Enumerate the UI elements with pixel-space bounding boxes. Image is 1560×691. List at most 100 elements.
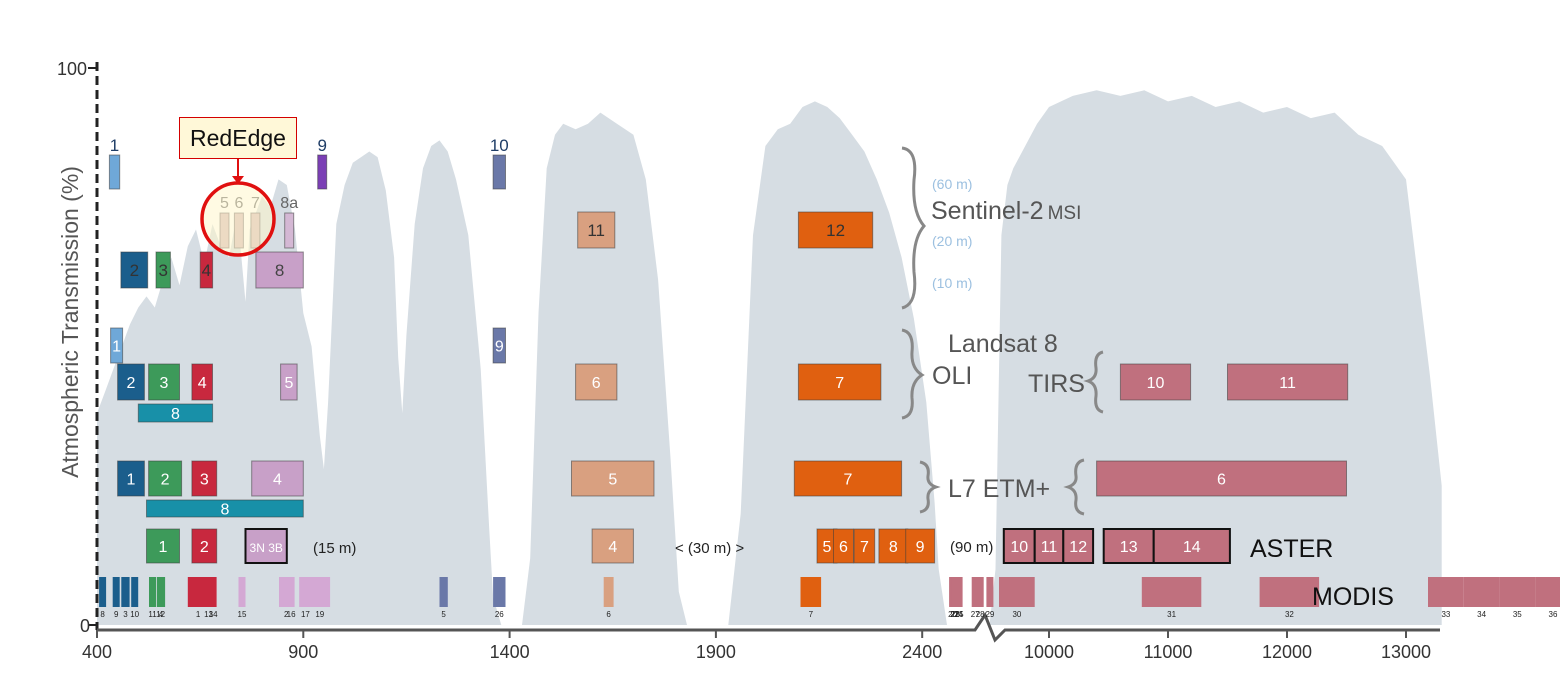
sentinel2-band-label-8: 8	[275, 261, 284, 280]
l7etm-band-label-4: 4	[273, 472, 282, 489]
aster-band-1	[146, 528, 180, 564]
landsat8-band-3	[148, 363, 181, 401]
modis-band-30	[999, 577, 1035, 607]
modis-band-label-14: 14	[209, 610, 218, 619]
landsat8-oli-label: OLI	[932, 362, 972, 390]
aster-band-label-4: 4	[608, 539, 617, 556]
l7etm-band-2	[148, 460, 183, 497]
modis-band-8	[99, 577, 107, 607]
sentinel2-band-label-8a: 8a	[280, 195, 298, 212]
x-tick-label-1400: 1400	[490, 642, 530, 662]
modis-band-26	[493, 577, 506, 607]
modis-band-36	[1535, 577, 1560, 607]
x-tick-label-1900: 1900	[696, 642, 736, 662]
sentinel2-band-label-10: 10	[490, 136, 509, 155]
y-tick-label-100: 100	[57, 59, 87, 79]
x-tick-label-13000: 13000	[1381, 642, 1431, 662]
aster-band-label-8: 8	[889, 539, 898, 556]
landsat8-band-9	[492, 327, 507, 364]
modis-band-label-10: 10	[130, 610, 139, 619]
aster-band-label-12: 12	[1069, 539, 1087, 556]
l7etm-band-label-8: 8	[220, 502, 229, 519]
landsat8-band-label-6: 6	[592, 375, 601, 392]
l7etm-brace-right	[1063, 458, 1085, 516]
aster-band-label-5: 5	[823, 539, 832, 556]
modis-band-label-31: 31	[1167, 610, 1176, 619]
modis-band-label-33: 33	[1441, 610, 1450, 619]
modis-band-label-6: 6	[606, 610, 611, 619]
modis-band-label-29: 29	[985, 610, 994, 619]
x-tick-label-2400: 2400	[902, 642, 942, 662]
aster-band-6	[833, 528, 854, 564]
aster-res-90m: (90 m)	[950, 539, 993, 556]
modis-band-32	[1259, 577, 1320, 607]
transmission-curve-layer	[97, 90, 1442, 626]
aster-band-3N-3B	[244, 528, 288, 564]
tirs-brace	[1083, 350, 1104, 414]
landsat8-label: Landsat 8	[948, 330, 1058, 358]
landsat8-band-4	[191, 363, 213, 401]
modis-band-label-28: 28	[976, 610, 985, 619]
modis-band-label-20: 20	[948, 610, 957, 619]
x-tick-label-400: 400	[82, 642, 112, 662]
landsat8-band-label-2: 2	[127, 375, 136, 392]
sentinel2-band-10	[492, 154, 507, 190]
landsat8-band-11	[1227, 363, 1349, 401]
l7etm-band-label-1: 1	[127, 472, 136, 489]
sentinel2-band-12	[797, 211, 874, 249]
aster-band-13	[1102, 528, 1155, 564]
modis-band-10	[131, 577, 139, 607]
rededge-callout	[200, 159, 276, 257]
aster-band-2	[191, 528, 218, 564]
sentinel2-res-20m: (20 m)	[932, 233, 972, 249]
modis-band-label-21: 21	[950, 610, 959, 619]
landsat8-band-label-7: 7	[835, 375, 844, 392]
modis-band-label-26: 26	[495, 610, 504, 619]
l7etm-band-5	[571, 460, 655, 497]
modis-band-28	[976, 577, 984, 607]
sentinel2-band-2	[120, 251, 149, 289]
l7etm-band-label-6: 6	[1217, 472, 1226, 489]
sentinel2-band-8	[255, 251, 304, 289]
modis-band-1	[187, 577, 209, 607]
modis-band-16	[287, 577, 295, 607]
aster-band-label-10: 10	[1010, 539, 1028, 556]
aster-band-12	[1062, 528, 1095, 564]
x-tick-label-11000: 11000	[1144, 642, 1193, 662]
x-tick-labels: 400 900 1400 1900 2400 10000 11000 12000 13000	[82, 630, 1431, 662]
aster-band-4	[591, 528, 634, 564]
modis-band-label-19: 19	[315, 610, 324, 619]
modis-band-label-3: 3	[123, 610, 128, 619]
modis-band-label-8: 8	[100, 610, 105, 619]
modis-band-label-35: 35	[1513, 610, 1522, 619]
modis-band-label-12: 12	[156, 610, 165, 619]
modis-band-label-36: 36	[1549, 610, 1558, 619]
landsat8-band-8	[137, 403, 214, 423]
modis-band-label-16: 16	[287, 610, 296, 619]
sentinel2-res-60m: (60 m)	[932, 176, 972, 192]
modis-band-14	[209, 577, 217, 607]
l7etm-label: L7 ETM+	[948, 475, 1050, 503]
sentinel2-res-10m: (10 m)	[932, 275, 972, 291]
aster-band-label-6: 6	[839, 539, 848, 556]
sentinel2-band-label-12: 12	[826, 221, 845, 240]
modis-band-label-30: 30	[1012, 610, 1021, 619]
l7etm-band-label-3: 3	[200, 472, 209, 489]
landsat8-band-label-3: 3	[160, 375, 169, 392]
sentinel2-brace	[901, 146, 926, 310]
axis-layer: 100 0 Atmospheric Transmission (%)	[57, 59, 1440, 643]
l7etm-band-label-5: 5	[608, 472, 617, 489]
l7etm-brace-left	[919, 460, 941, 514]
modis-band-label-7: 7	[809, 610, 814, 619]
landsat8-band-label-4: 4	[198, 375, 207, 392]
aster-band-label-7: 7	[860, 539, 869, 556]
transmission-curve-reflective	[97, 101, 952, 625]
sensor-label-layer: Sentinel-2 MSI (60 m) (20 m) (10 m) Lands…	[313, 176, 1394, 611]
rededge-arrow-head	[232, 176, 244, 184]
landsat8-band-label-8: 8	[171, 406, 180, 423]
sentinel2-band-4	[199, 251, 214, 289]
band-layer: 19105678a1112234819234567101181234576812…	[99, 136, 1560, 619]
y-axis-label: Atmospheric Transmission (%)	[57, 166, 83, 478]
landsat8-band-label-5: 5	[284, 375, 293, 392]
